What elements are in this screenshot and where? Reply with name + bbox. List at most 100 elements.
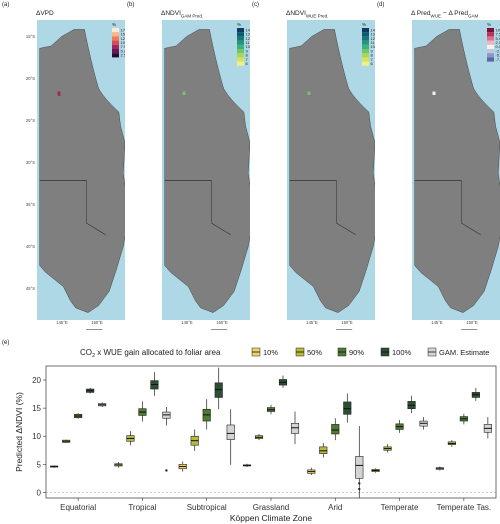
box-50 [319, 446, 328, 454]
panel-letter: (c) [252, 2, 259, 8]
mainland-shape [39, 29, 125, 313]
legend-entry-label: 90% [349, 348, 364, 357]
lat-tick-label: 40°S [26, 244, 35, 249]
legend-swatch [487, 49, 494, 54]
panel-e-label: (e) [2, 340, 10, 346]
lon-tick-label: 150°E [466, 320, 478, 325]
mainland-shape [289, 29, 375, 313]
legend-tick-label: 15.0 [121, 32, 126, 37]
boxplot-chart: 0 5 10 15 20 Predicted ΔNDVI (%) Equatorial Tro… [14, 347, 497, 523]
legend-tick-label: 0.0 [496, 44, 500, 49]
legend-tick-label: 5.0 [121, 48, 126, 53]
lon-tick-label: 145°E [56, 320, 68, 325]
tasmania-shape [335, 329, 353, 330]
legend-tick-label: 14 [371, 27, 376, 32]
legend-tick-label: 13 [246, 32, 251, 37]
panel-title: ΔNDVIWUE Pred. [286, 10, 329, 19]
legend-tick-label: 8 [371, 53, 374, 58]
legend-entry-label: 50% [307, 348, 322, 357]
panel-title: ΔNDVIGAM Pred. [161, 10, 204, 19]
outlier-point [165, 469, 168, 472]
panel-title: ΔVPD [36, 10, 54, 17]
legend-tick-label: -7.5 [496, 57, 500, 62]
box-100 [343, 401, 352, 415]
legend-tick-label: 7 [246, 57, 249, 62]
tasmania-shape [85, 329, 103, 330]
legend-swatch [487, 28, 494, 33]
x-tick-label: Grassland [253, 503, 289, 512]
legend-swatch [237, 36, 244, 41]
legend-swatch [112, 32, 119, 37]
legend-swatch [237, 32, 244, 37]
legend: CO2 x WUE gain allocated to foliar area 1… [80, 347, 489, 359]
box-GAMEstimate [226, 424, 235, 440]
legend-tick-label: 14 [246, 27, 251, 32]
panel-letter: (b) [127, 2, 135, 8]
map-panel-2: (b) ΔNDVIGAM Pred.% 14 13 12 11 10 9 8 7 6 145°E 150… [125, 0, 250, 330]
x-axis-label: Köppen Climate Zone [230, 513, 312, 523]
legend-swatch [237, 28, 244, 33]
lat-tick-label: 35°S [26, 202, 35, 207]
legend-tick-label: 12 [371, 36, 376, 41]
legend-swatch [487, 57, 494, 62]
legend-unit: % [362, 22, 366, 27]
legend-tick-label: 9 [246, 48, 249, 53]
legend-swatch [112, 28, 119, 33]
legend-tick-label: -2.5 [496, 48, 500, 53]
lat-tick-label: 15°S [26, 34, 35, 39]
legend-swatch [362, 32, 369, 37]
tasmania-shape [210, 329, 228, 330]
legend-title: CO2 x WUE gain allocated to foliar area [80, 348, 221, 359]
map-cell [432, 91, 436, 96]
lat-tick-label: 45°S [26, 286, 35, 291]
lon-tick-label: 150°E [91, 320, 103, 325]
map-panel-1: (a) ΔVPD% 17.515.012.510.07.55.02.5 15°S 20°… [0, 0, 125, 330]
legend-tick-label: 10.0 [496, 27, 500, 32]
legend-tick-label: 5.0 [496, 36, 500, 41]
legend-tick-label: 12 [246, 36, 251, 41]
box-90 [331, 424, 340, 435]
box-GAMEstimate [355, 456, 364, 479]
lon-tick-label: 145°E [181, 320, 193, 325]
legend-tick-label: 11 [246, 40, 251, 45]
legend-swatch [237, 40, 244, 45]
map-panel-3: (c) ΔNDVIWUE Pred.% 14 13 12 11 10 9 8 7 6 145°E 150… [250, 0, 375, 330]
legend-tick-label: 7 [371, 57, 374, 62]
legend-tick-label: 6 [246, 61, 249, 66]
y-tick-label: 20 [32, 376, 41, 385]
legend-entry-label: GAM. Estimate [439, 348, 489, 357]
legend-tick-label: 9 [371, 48, 374, 53]
lon-tick-label: 145°E [306, 320, 318, 325]
map-svg: % 10.07.55.02.50.0-2.5-5.0-7.5 145°E 150°E [412, 20, 500, 330]
box-100 [214, 382, 223, 398]
y-axis-label: Predicted ΔNDVI (%) [14, 392, 24, 472]
legend-tick-label: 2.5 [496, 40, 500, 45]
y-tick-label: 0 [37, 488, 42, 497]
legend-tick-label: 2.5 [121, 53, 126, 58]
y-tick-label: 10 [32, 432, 41, 441]
box-GAMEstimate [290, 422, 300, 434]
legend-swatch [362, 28, 369, 33]
mainland-shape [414, 29, 500, 313]
outlier-point [358, 482, 361, 485]
legend-swatch [112, 49, 119, 54]
x-tick-label: Tropical [128, 503, 156, 512]
legend-entry-label: 10% [263, 348, 278, 357]
lat-tick-label: 25°S [26, 118, 35, 123]
legend-unit: % [487, 22, 491, 27]
legend-tick-label: 6 [371, 61, 374, 66]
legend-swatch [487, 36, 494, 41]
x-tick-label: Temperate [381, 503, 419, 512]
legend-swatch [112, 36, 119, 41]
x-tick-label: Temperate Tas. [437, 503, 492, 512]
map-svg: % 17.515.012.510.07.55.02.5 15°S 20°S 25°S 30… [26, 20, 126, 330]
legend-tick-label: 8 [246, 53, 249, 58]
legend-swatch [487, 44, 494, 49]
legend-tick-label: 17.5 [121, 27, 126, 32]
legend-swatch [237, 61, 244, 66]
legend-swatch [362, 57, 369, 62]
lon-tick-label: 150°E [216, 320, 228, 325]
map-cell [57, 91, 61, 96]
